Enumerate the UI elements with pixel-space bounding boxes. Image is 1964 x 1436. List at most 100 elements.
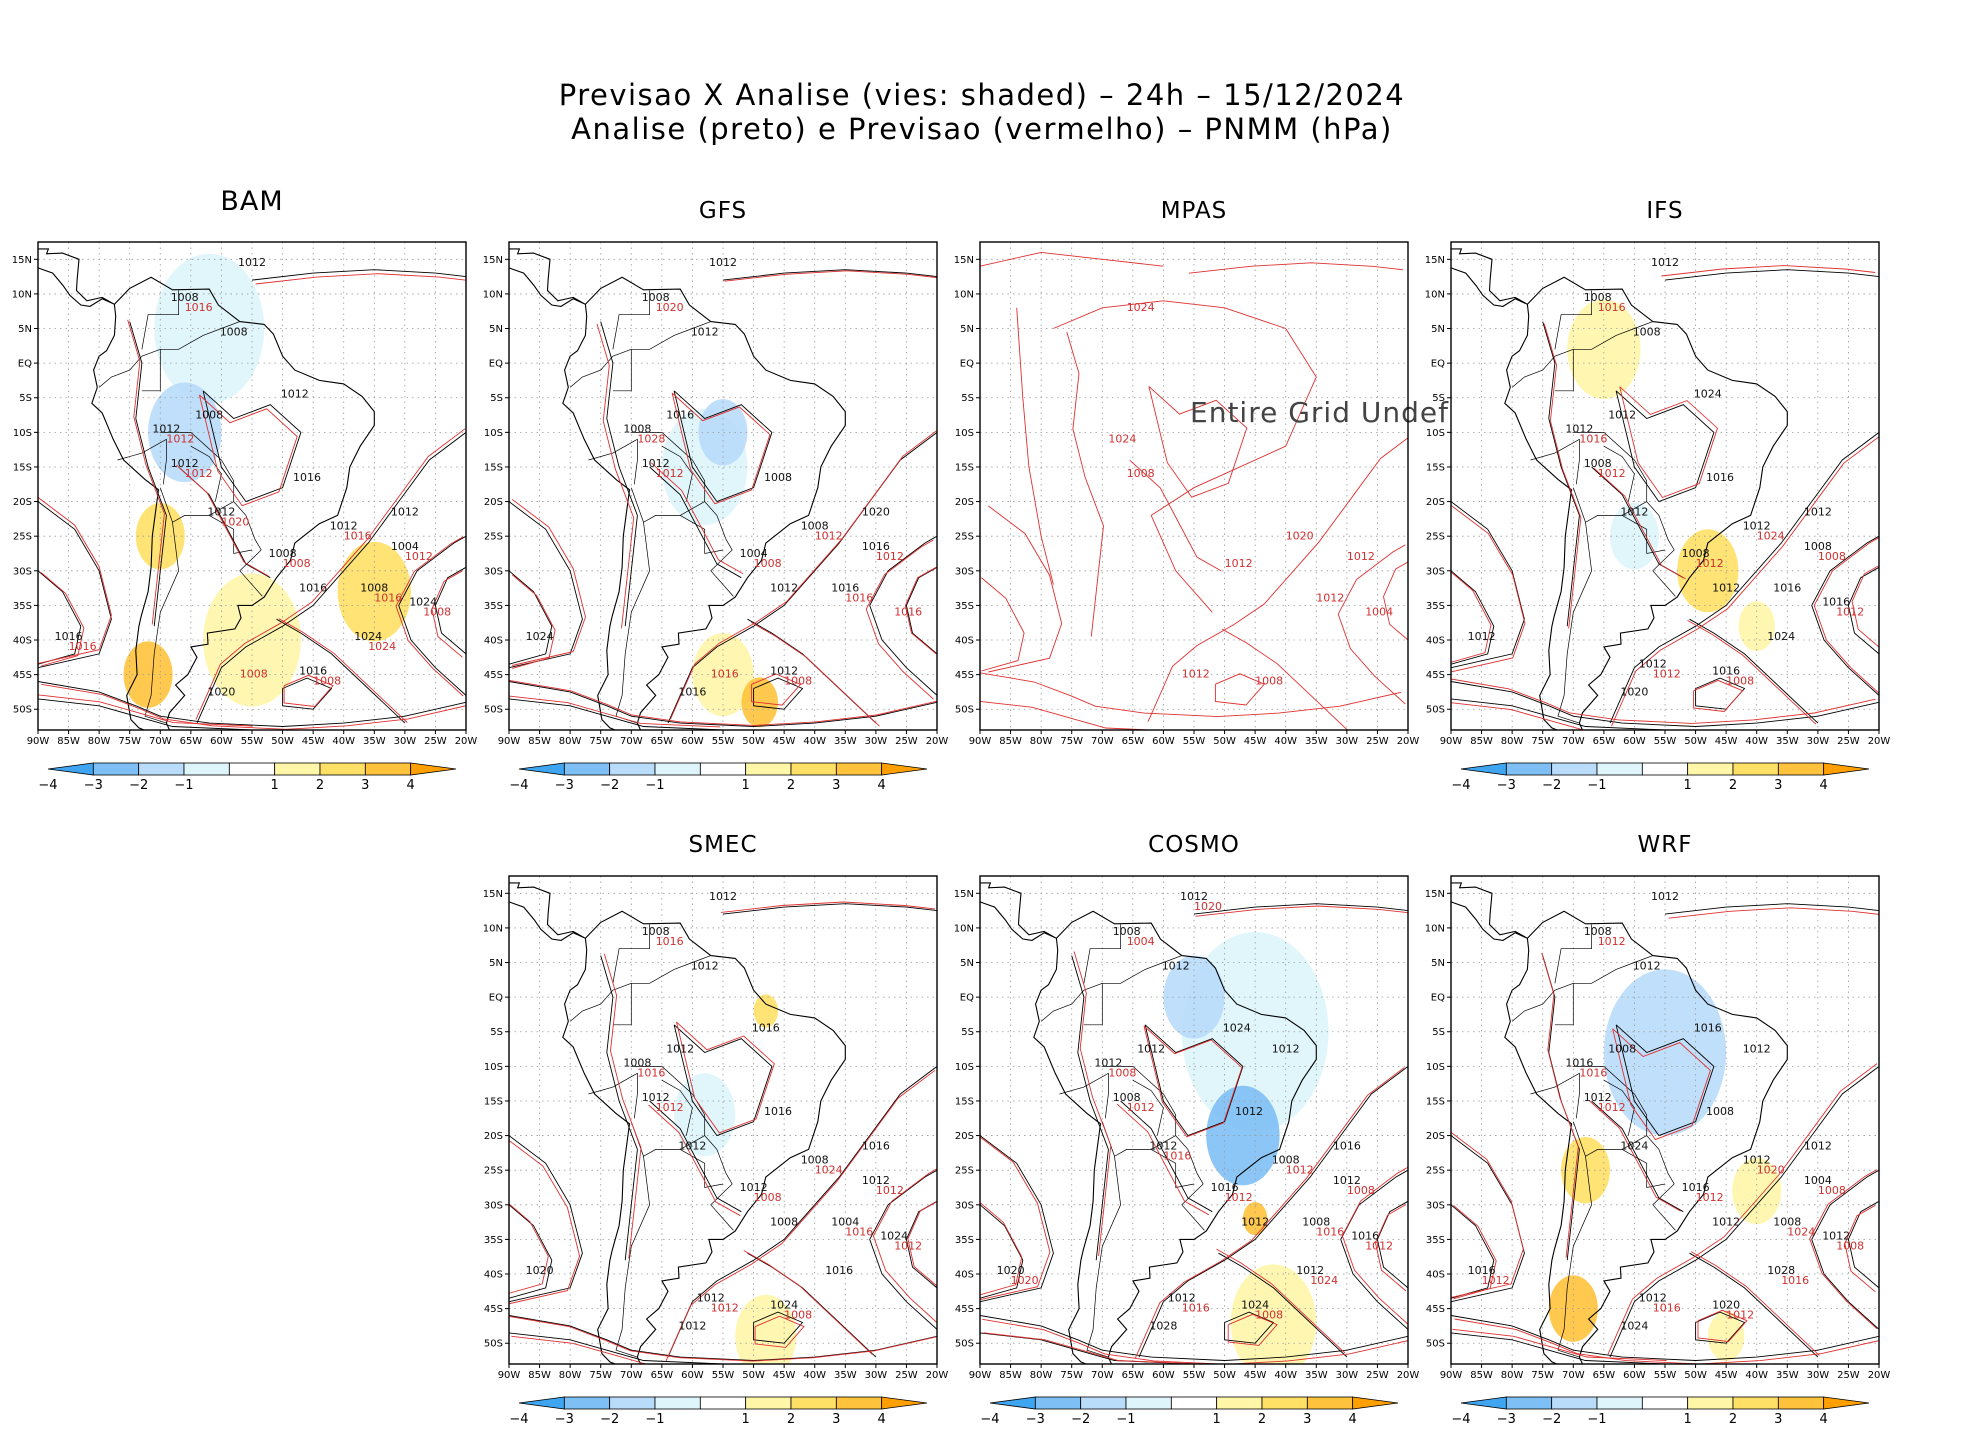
forecast-isobar [509,695,721,728]
lon-tick-label: 55W [1183,736,1206,747]
analysis-isobar-label: 1016 [666,409,694,422]
analysis-isobar-label: 1016 [1773,582,1801,595]
colorbar-segment [654,762,701,776]
colorbar-label: 3 [1774,1412,1782,1427]
map-smec: 1012100810121012100810121016100810121008… [483,875,948,1427]
axis-ticks: 15N 10N 5N EQ 5S 10S 15S 20S 25S 30S 35S 40S 45S 50S 9… [483,255,949,747]
forecast-isobar [511,1335,657,1364]
country-border [190,445,222,502]
analysis-isobar-label: 1016 [1333,1139,1361,1152]
colorbar-segment [1080,1396,1127,1410]
lon-tick-label: 80W [1030,1370,1053,1381]
country-border [612,924,650,984]
analysis-isobar-label: 1012 [238,256,266,269]
colorbar: −4 −3 −2 −1 1 2 3 4 [980,1396,1399,1427]
analysis-isobar-label: 1012 [770,582,798,595]
analysis-isobar-label: 1024 [526,630,554,643]
analysis-isobar-label: 1028 [1149,1319,1177,1332]
analysis-isobar-label: 1012 [1094,1056,1122,1069]
analysis-isobar-label: 1012 [1639,1292,1667,1305]
analysis-isobar [1615,1024,1715,1137]
colorbar-segment [1823,762,1870,776]
analysis-isobar [1451,681,1879,727]
analysis-isobar [1609,432,1879,724]
forecast-isobar [1147,437,1408,722]
forecast-isobar [1687,620,1817,725]
lat-tick-label: 45S [955,1304,974,1315]
lon-tick-label: 30W [1807,1370,1830,1381]
country-border [1603,445,1635,502]
forecast-isobar-label: 1012 [1316,592,1344,605]
colorbar-label: 3 [361,778,369,793]
analysis-isobar [434,566,466,655]
analysis-isobar-label: 1008 [1804,540,1832,553]
lon-tick-label: 90W [1440,736,1463,747]
lat-tick-label: 40S [1426,1270,1445,1281]
analysis-isobar [1695,1311,1746,1344]
analysis-isobar-label: 1012 [1565,422,1593,435]
lon-tick-label: 25W [1366,736,1389,747]
forecast-isobar-label: 1012 [815,529,843,542]
analysis-isobar [1542,321,1580,627]
lat-tick-label: 5S [19,393,32,404]
forecast-isobar-label: 1016 [845,592,873,605]
lon-tick-label: 75W [589,1370,612,1381]
colorbar-segment [745,1396,792,1410]
country-border [1530,1072,1580,1119]
forecast-isobar [1374,1204,1407,1292]
country-border [1554,955,1653,1026]
colorbar-label: −4 [509,1412,528,1427]
analysis-isobar [753,677,804,710]
country-border [631,432,734,597]
forecast-isobar [596,323,635,629]
forecast-isobar [865,539,934,700]
forecast-isobar [1066,331,1104,637]
lat-tick-label: 5N [18,324,32,335]
forecast-isobar [40,572,85,667]
analysis-isobar-label: 1016 [1468,1264,1496,1277]
analysis-isobar-label: 1008 [1113,1091,1141,1104]
lon-tick-label: 75W [1060,736,1083,747]
lat-tick-label: 10S [484,1062,503,1073]
colorbar-label: 1 [1213,1412,1221,1427]
country-border [588,438,638,485]
isobars [980,251,1408,730]
analysis-isobar-label: 1008 [1113,925,1141,938]
analysis-isobar-label: 1012 [152,422,180,435]
analysis-isobar-label: 1024 [770,1299,798,1312]
analysis-isobar-label: 1024 [880,1229,908,1242]
lon-tick-label: 65W [651,736,674,747]
bias-blob [1707,1311,1745,1362]
analysis-isobar-label: 1008 [1584,457,1612,470]
forecast-isobar-label: 1016 [1316,1226,1344,1239]
analysis-isobar-label: 1024 [1767,630,1795,643]
axis-ticks: 15N 10N 5N EQ 5S 10S 15S 20S 25S 30S 35S 40S 45S 50S 9… [12,255,478,747]
bias-blob [203,573,301,707]
forecast-isobar [980,1201,1023,1296]
bias-blob [1677,529,1739,613]
forecast-isobar-label: 1016 [1182,1302,1210,1315]
analysis-isobar-label: 1008 [195,409,223,422]
forecast-isobar-label: 1020 [221,515,249,528]
panel-title: SMEC [688,832,758,858]
lon-tick-label: 20W [1868,736,1891,747]
analysis-isobar-label: 1012 [1822,1229,1850,1242]
panel-smec: SMEC 1012 1008 1012 1012 1008 1012 1016 1008 1012… [471,832,949,1432]
colorbar: −4 −3 −2 −1 1 2 3 4 [509,762,928,793]
lat-tick-label: 5N [489,958,503,969]
analysis-isobar-label: 1012 [1608,409,1636,422]
forecast-isobar [1619,386,1719,499]
colorbar-segment [1216,1396,1263,1410]
forecast-isobar [509,679,937,726]
analysis-isobar [1224,1311,1275,1344]
forecast-isobar-label: 1012 [1726,1309,1754,1322]
analysis-isobar [1542,955,1580,1261]
lon-tick-label: 70W [149,736,172,747]
colorbar-segment [1596,762,1643,776]
analysis-isobar-label: 1024 [1620,1139,1648,1152]
lat-tick-label: 15S [484,463,503,474]
forecast-isobar [1053,300,1317,613]
analysis-isobar [1811,1169,1879,1330]
colorbar: −4 −3 −2 −1 1 2 3 4 [1451,1396,1870,1427]
colorbar-label: −2 [1542,778,1561,793]
